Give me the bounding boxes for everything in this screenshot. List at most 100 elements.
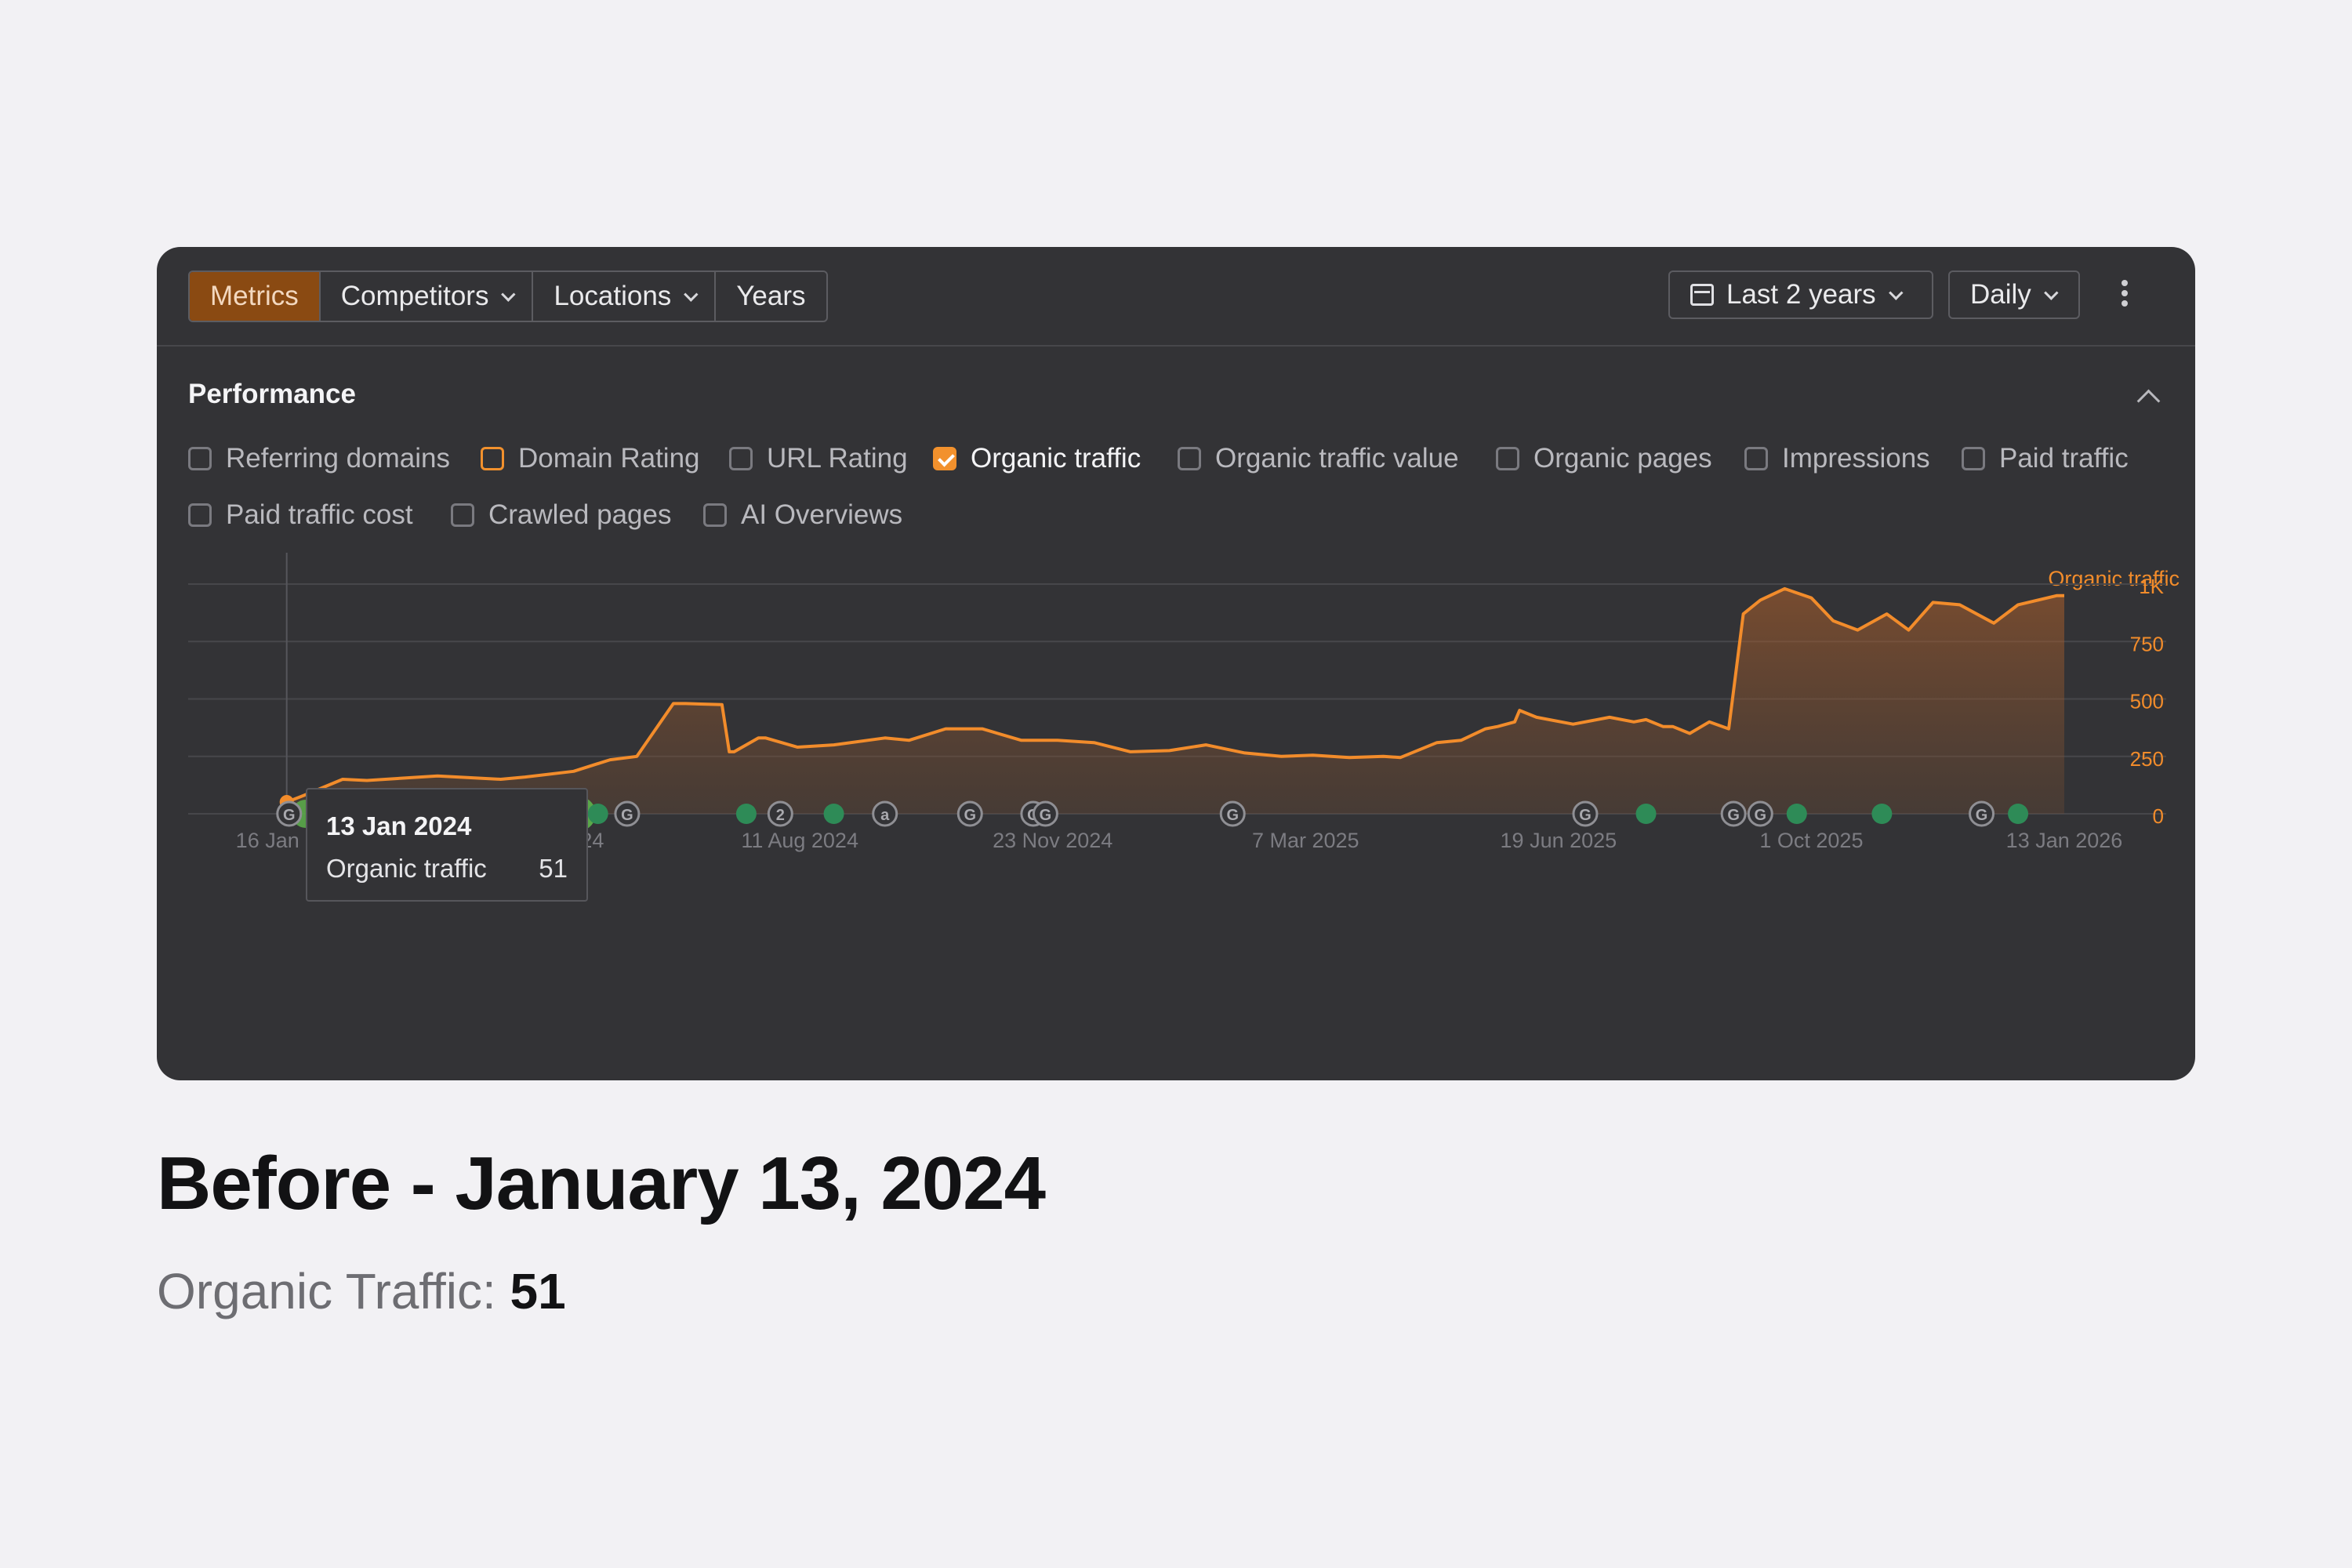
event-marker-outlined [1720, 800, 1747, 827]
view-segmented-control: Metrics Competitors Locations Years [188, 270, 828, 322]
checkbox[interactable] [1178, 447, 1201, 470]
x-tick-label: 7 Mar 2025 [1252, 829, 1359, 852]
metric-label: Domain Rating [518, 443, 700, 474]
tooltip-date: 13 Jan 2024 [326, 811, 472, 840]
x-tick-label: 13 Jan 2026 [2006, 829, 2123, 852]
checkbox[interactable] [729, 447, 753, 470]
tab-competitors-label: Competitors [340, 281, 489, 311]
event-marker-outlined [1219, 800, 1246, 827]
checkbox[interactable] [1962, 447, 1985, 470]
tab-years[interactable]: Years [716, 272, 826, 321]
event-marker [823, 804, 844, 824]
event-marker-glyph: G [964, 807, 976, 824]
checkbox[interactable] [188, 447, 212, 470]
event-marker-glyph: G [1755, 807, 1767, 824]
caption-sub-value: 51 [510, 1263, 566, 1319]
y-tick-label: 1K [2139, 575, 2164, 598]
metric-label: AI Overviews [741, 499, 903, 530]
metric-organic-pages[interactable]: Organic pages [1496, 443, 1712, 474]
event-marker-outlined [1032, 800, 1058, 827]
x-tick-label: 23 Nov 2024 [993, 829, 1112, 852]
date-range-dropdown[interactable]: Last 2 years [1668, 270, 1933, 319]
metric-label: Organic traffic [971, 443, 1142, 474]
caption-subtitle: Organic Traffic: 51 [157, 1262, 566, 1320]
event-marker-glyph: G [1727, 807, 1740, 824]
checkbox[interactable] [188, 503, 212, 527]
metric-label: Paid traffic [1999, 443, 2129, 474]
calendar-icon [1690, 284, 1714, 306]
metric-label: Organic pages [1534, 443, 1712, 474]
y-tick-label: 750 [2130, 632, 2164, 655]
metric-paid-traffic-cost[interactable]: Paid traffic cost [188, 499, 413, 531]
checkbox[interactable] [703, 503, 727, 527]
event-marker-glyph: 2 [776, 807, 785, 824]
metric-label: Crawled pages [488, 499, 672, 530]
metric-domain-rating[interactable]: Domain Rating [481, 443, 700, 474]
y-tick-label: 500 [2130, 690, 2164, 713]
event-marker [735, 804, 757, 824]
tab-years-label: Years [736, 281, 806, 311]
event-marker-glyph: G [621, 807, 633, 824]
event-marker-glyph: G [1226, 807, 1239, 824]
traffic-panel: Metrics Competitors Locations Years Last… [157, 247, 2195, 1080]
event-marker-outlined [1572, 800, 1599, 827]
metric-paid-traffic[interactable]: Paid traffic [1962, 443, 2129, 474]
metric-ai-overviews[interactable]: AI Overviews [703, 499, 902, 531]
tooltip-label: Organic traffic [326, 854, 487, 883]
event-marker-glyph: G [1040, 807, 1052, 824]
tooltip-value: 51 [539, 854, 568, 883]
y-tick-label: 250 [2130, 747, 2164, 771]
event-marker-outlined [767, 800, 793, 827]
metric-referring-domains[interactable]: Referring domains [188, 443, 450, 474]
metric-label: URL Rating [767, 443, 908, 474]
metric-label: Impressions [1782, 443, 1930, 474]
event-marker-outlined [614, 800, 641, 827]
tab-locations-label: Locations [554, 281, 672, 311]
y-tick-label: 0 [2153, 804, 2164, 828]
event-marker [1635, 804, 1657, 824]
checkbox[interactable] [451, 503, 474, 527]
event-marker [587, 804, 608, 824]
tab-metrics[interactable]: Metrics [190, 272, 321, 321]
x-tick-label: 1 Oct 2025 [1759, 829, 1863, 852]
metric-organic-traffic-value[interactable]: Organic traffic value [1178, 443, 1459, 474]
event-marker-outlined [956, 800, 983, 827]
checkbox[interactable] [1496, 447, 1519, 470]
interval-label: Daily [1970, 279, 2031, 310]
tab-competitors[interactable]: Competitors [321, 272, 534, 321]
series-area [286, 588, 2065, 814]
metric-label: Paid traffic cost [226, 499, 413, 530]
event-marker [1786, 804, 1807, 824]
metric-impressions[interactable]: Impressions [1744, 443, 1930, 474]
event-marker [1871, 804, 1893, 824]
event-marker-outlined [1747, 800, 1773, 827]
event-marker [2008, 804, 2029, 824]
event-marker-glyph: G [283, 807, 296, 824]
event-marker-glyph: G [1976, 807, 1988, 824]
chart-tooltip: 13 Jan 2024 Organic traffic 51 [306, 788, 588, 902]
event-marker-outlined [1969, 800, 1995, 827]
interval-dropdown[interactable]: Daily [1948, 270, 2080, 319]
series-line [285, 586, 2064, 804]
event-marker-outlined [872, 800, 898, 827]
x-tick-label: 19 Jun 2025 [1501, 829, 1617, 852]
date-range-label: Last 2 years [1726, 279, 1876, 310]
caption-title: Before - January 13, 2024 [157, 1142, 1046, 1225]
more-options-icon[interactable] [2122, 280, 2129, 310]
checkbox[interactable] [1744, 447, 1768, 470]
metric-url-rating[interactable]: URL Rating [729, 443, 908, 474]
y-axis-series-label: Organic traffic [2048, 567, 2180, 590]
tab-locations[interactable]: Locations [533, 272, 717, 321]
x-tick-label: 11 Aug 2024 [741, 829, 858, 852]
chart-toolbar: Metrics Competitors Locations Years Last… [157, 247, 2195, 347]
event-marker-outlined [276, 800, 303, 827]
metric-organic-traffic[interactable]: Organic traffic [933, 443, 1141, 474]
caption-sub-label: Organic Traffic: [157, 1263, 496, 1319]
metric-label: Organic traffic value [1215, 443, 1459, 474]
metric-crawled-pages[interactable]: Crawled pages [451, 499, 671, 531]
checkbox[interactable] [481, 447, 504, 470]
checkbox-checked[interactable] [933, 447, 956, 470]
metric-label: Referring domains [226, 443, 450, 474]
performance-title: Performance [188, 379, 356, 409]
